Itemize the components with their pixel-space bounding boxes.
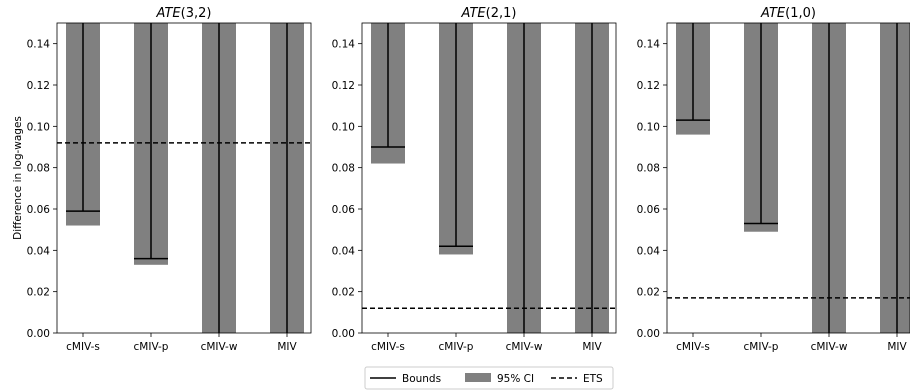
x-tick-label-cmiv-s: cMIV-s <box>66 341 100 353</box>
y-tick-label: 0.14 <box>27 39 51 51</box>
chart-title-args: (1,0) <box>785 6 816 21</box>
x-tick-label-cmiv-p: cMIV-p <box>439 341 474 353</box>
chart-title-args: (2,1) <box>486 6 517 21</box>
chart-panel-1: cMIV-s cMIV-p cMIV-w MIV 0.00 0.02 0.04 0.06 0.0… <box>27 6 312 353</box>
x-tick-label-miv: MIV <box>582 341 602 353</box>
axes-frame <box>666 22 910 334</box>
x-tick-label-miv: MIV <box>277 341 297 353</box>
plot-area <box>57 23 311 333</box>
y-tick-label: 0.10 <box>27 121 50 133</box>
chart-panel-3: cMIV-s cMIV-p cMIV-w MIV 0.00 0.02 0.04 0.06 0.0… <box>637 6 910 353</box>
legend-ets-label: ETS <box>583 373 603 385</box>
chart-title-base: ATE <box>760 6 786 21</box>
chart-title-args: (3,2) <box>181 6 212 21</box>
x-tick-label-cmiv-s: cMIV-s <box>676 341 710 353</box>
x-tick-label-cmiv-w: cMIV-w <box>201 341 238 353</box>
x-tick-label-cmiv-w: cMIV-w <box>811 341 848 353</box>
y-tick-label: 0.00 <box>637 328 660 340</box>
chart-title-base: ATE <box>461 6 487 21</box>
y-tick-label: 0.00 <box>27 328 50 340</box>
y-tick-label: 0.02 <box>27 287 50 299</box>
y-tick-label: 0.02 <box>637 287 660 299</box>
axes-frame <box>56 22 312 334</box>
x-tick-label-cmiv-p: cMIV-p <box>134 341 169 353</box>
panels: cMIV-s cMIV-p cMIV-w MIV 0.00 0.02 0.04 0.06 0.0… <box>27 6 910 353</box>
y-tick-label: 0.10 <box>637 121 660 133</box>
chart-title: ATE(1,0) <box>760 6 816 21</box>
x-tick-label-miv: MIV <box>887 341 907 353</box>
x-tick-label-cmiv-w: cMIV-w <box>506 341 543 353</box>
y-tick-label: 0.06 <box>27 204 51 216</box>
y-tick-label: 0.04 <box>332 245 356 257</box>
chart-panel-2: cMIV-s cMIV-p cMIV-w MIV 0.00 0.02 0.04 0.06 0.0… <box>332 6 617 353</box>
chart-title: ATE(2,1) <box>461 6 517 21</box>
y-tick-label: 0.06 <box>637 204 661 216</box>
y-tick-label: 0.08 <box>332 163 355 175</box>
x-tick-label-cmiv-p: cMIV-p <box>744 341 779 353</box>
y-tick-label: 0.06 <box>332 204 356 216</box>
y-tick-label: 0.10 <box>332 121 355 133</box>
axes-frame <box>361 22 617 334</box>
y-tick-label: 0.14 <box>332 39 356 51</box>
y-tick-label: 0.12 <box>332 80 355 92</box>
y-tick-label: 0.14 <box>637 39 661 51</box>
y-axis-label: Difference in log-wages <box>12 116 24 240</box>
legend-ci-label: 95% CI <box>497 373 534 385</box>
plot-area <box>362 23 616 333</box>
y-tick-label: 0.12 <box>637 80 660 92</box>
chart-title-base: ATE <box>156 6 182 21</box>
ci-bar-miv <box>880 23 910 333</box>
plot-area <box>667 23 910 333</box>
y-tick-label: 0.08 <box>637 163 660 175</box>
y-tick-label: 0.12 <box>27 80 50 92</box>
y-tick-label: 0.04 <box>637 245 661 257</box>
y-tick-label: 0.04 <box>27 245 51 257</box>
chart-title: ATE(3,2) <box>156 6 212 21</box>
legend-ci-swatch <box>465 373 491 382</box>
x-tick-label-cmiv-s: cMIV-s <box>371 341 405 353</box>
legend: Bounds 95% CI ETS <box>364 366 614 390</box>
y-tick-label: 0.00 <box>332 328 355 340</box>
legend-bounds-label: Bounds <box>402 373 441 385</box>
y-tick-label: 0.02 <box>332 287 355 299</box>
y-tick-label: 0.08 <box>27 163 50 175</box>
